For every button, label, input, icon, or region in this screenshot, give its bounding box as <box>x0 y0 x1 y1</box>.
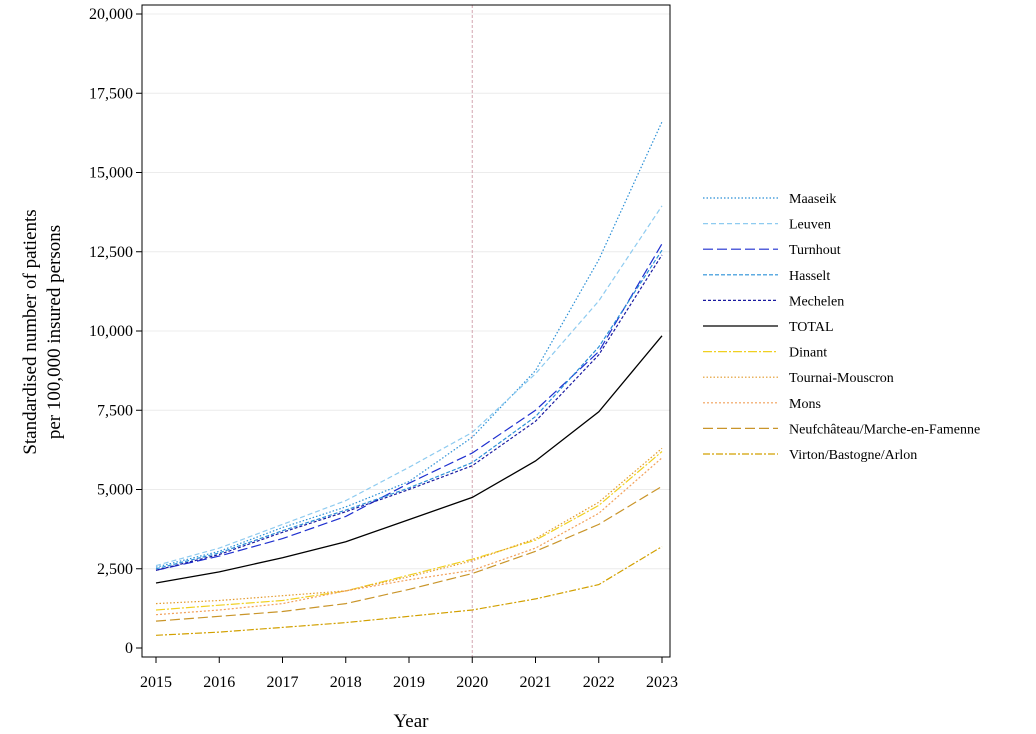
x-tick-label: 2022 <box>583 674 615 691</box>
series-line-mechelen <box>155 254 663 571</box>
legend-label-leuven: Leuven <box>789 218 831 233</box>
y-tick-label: 7,500 <box>97 402 133 419</box>
y-tick-label: 2,500 <box>97 561 133 578</box>
y-tick-label: 10,000 <box>89 323 133 340</box>
series-line-maaseik <box>155 121 663 568</box>
series-line-total <box>155 335 663 584</box>
legend-label-dinant: Dinant <box>789 346 827 361</box>
legend-label-mechelen: Mechelen <box>789 294 844 309</box>
y-axis-title: Standardised number of patients per 100,0… <box>20 209 65 454</box>
y-tick-label: 20,000 <box>89 6 133 23</box>
x-tick-label: 2017 <box>267 674 299 691</box>
series-line-turnhout <box>155 243 663 571</box>
series-line-virton-bastogne-arlon <box>155 546 663 636</box>
legend-label-tournai-mouscron: Tournai-Mouscron <box>789 371 894 386</box>
series-line-tournai-mouscron <box>155 447 663 605</box>
series-lines <box>155 121 663 636</box>
x-tick-label: 2018 <box>330 674 362 691</box>
y-axis-title-line: per 100,000 insured persons <box>44 225 65 439</box>
legend-label-total: TOTAL <box>789 320 834 335</box>
series-line-hasselt <box>155 249 663 570</box>
legend-label-turnhout: Turnhout <box>789 243 841 258</box>
y-tick-label: 17,500 <box>89 85 133 102</box>
y-tick-label: 12,500 <box>89 244 133 261</box>
series-line-leuven <box>155 205 663 567</box>
x-tick-label: 2020 <box>456 674 488 691</box>
series-line-mons <box>155 457 663 616</box>
y-tick-label: 5,000 <box>97 482 133 499</box>
legend-label-virton-bastogne-arlon: Virton/Bastogne/Arlon <box>789 448 917 463</box>
x-tick-label: 2016 <box>203 674 235 691</box>
x-tick-label: 2015 <box>140 674 172 691</box>
y-tick-label: 15,000 <box>89 165 133 182</box>
x-tick-label: 2019 <box>393 674 425 691</box>
axis-labels: Year Standardised number of patients per 1… <box>20 209 429 732</box>
series-line-neufch-teau-marche-en-famenne <box>155 485 663 622</box>
y-tick-label: 0 <box>125 640 133 657</box>
axes: 0 2,500 5,000 7,500 10,000 12,500 15,000 17,500… <box>89 4 678 691</box>
legend-label-mons: Mons <box>789 397 821 412</box>
legend-label-hasselt: Hasselt <box>789 269 830 284</box>
gridlines <box>142 13 670 570</box>
legend: Maaseik Leuven Turnhout Hasselt Mechelen TOTA… <box>703 192 980 463</box>
x-tick-label: 2021 <box>520 674 552 691</box>
x-tick-label: 2023 <box>646 674 678 691</box>
series-line-dinant <box>155 451 663 611</box>
x-axis-title: Year <box>393 711 429 732</box>
y-axis-title-line: Standardised number of patients <box>20 209 41 454</box>
legend-label-neufch-teau-marche-en-famenne: Neufchâteau/Marche-en-Famenne <box>789 422 980 437</box>
legend-label-maaseik: Maaseik <box>789 192 836 207</box>
